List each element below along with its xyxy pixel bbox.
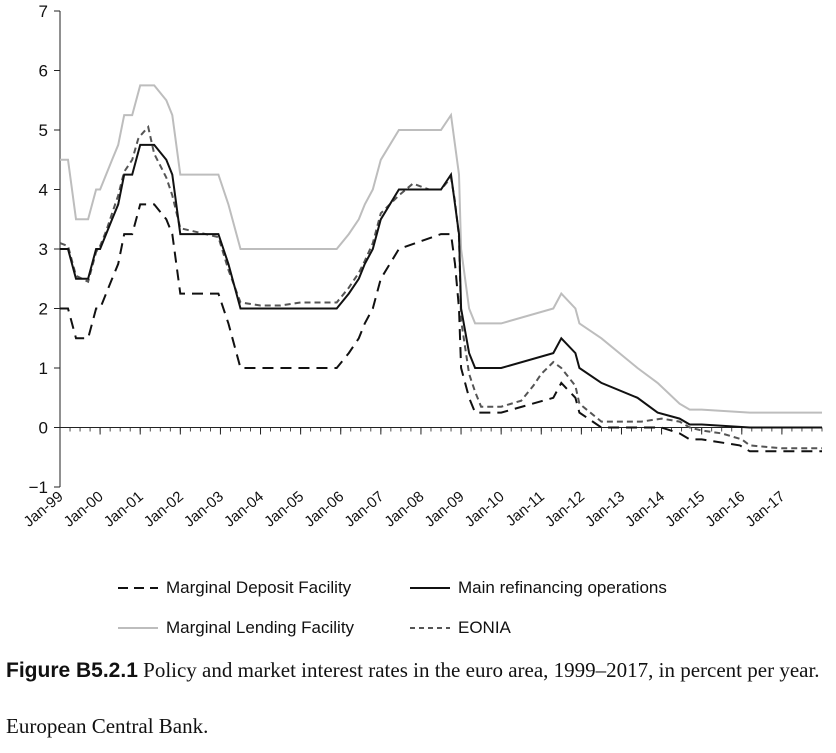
- x-tick-label: Jan-14: [622, 488, 668, 531]
- x-tick-label: Jan-13: [582, 488, 628, 531]
- legend-swatch-mro: [410, 587, 450, 589]
- legend-item-eonia: EONIA: [410, 618, 511, 638]
- line-chart: −101234567Jan-99Jan-00Jan-01Jan-02Jan-03…: [21, 2, 823, 531]
- y-tick-label: 5: [39, 121, 48, 140]
- legend-item-lending: Marginal Lending Facility: [118, 618, 354, 638]
- y-tick-label: 1: [39, 359, 48, 378]
- x-tick-label: Jan-12: [542, 488, 588, 531]
- figure-source: European Central Bank.: [6, 714, 209, 738]
- x-tick-label: Jan-09: [422, 488, 468, 531]
- x-tick-label: Jan-11: [503, 488, 548, 530]
- series-line-main-refinancing-operations: [60, 143, 822, 429]
- x-tick-label: Jan-04: [221, 488, 267, 531]
- x-tick-label: Jan-16: [702, 488, 748, 531]
- x-tick-label: Jan-15: [662, 488, 708, 531]
- series-line-eonia: [59, 124, 822, 450]
- legend-swatch-deposit: [118, 587, 158, 589]
- figure-caption-text: Policy and market interest rates in the …: [143, 658, 820, 682]
- legend-label-lending: Marginal Lending Facility: [166, 618, 355, 637]
- y-tick-label: 7: [39, 2, 48, 21]
- y-tick-label: 2: [39, 300, 48, 319]
- legend-item-deposit: Marginal Deposit Facility: [118, 578, 351, 598]
- y-tick-label: −1: [29, 478, 48, 497]
- legend-label-deposit: Marginal Deposit Facility: [166, 578, 352, 597]
- y-tick-label: 6: [39, 62, 48, 81]
- chart-legend: Marginal Deposit Facility Main refinanci…: [118, 578, 738, 648]
- series-line-marginal-lending-facility: [60, 84, 822, 414]
- series-line-marginal-deposit-facility: [60, 203, 822, 453]
- x-tick-label: Jan-03: [181, 488, 227, 531]
- chart-series: [59, 84, 822, 453]
- y-tick-label: 4: [39, 181, 48, 200]
- y-tick-label: 0: [39, 419, 48, 438]
- x-tick-label: Jan-06: [301, 488, 347, 531]
- x-tick-label: Jan-02: [141, 488, 187, 531]
- figure-caption: Figure B5.2.1 Policy and market interest…: [6, 656, 832, 685]
- x-tick-label: Jan-08: [381, 488, 427, 531]
- x-tick-label: Jan-17: [742, 488, 788, 531]
- chart-axes: −101234567Jan-99Jan-00Jan-01Jan-02Jan-03…: [21, 2, 823, 531]
- x-tick-label: Jan-10: [462, 488, 508, 531]
- figure-label: Figure B5.2.1: [6, 659, 138, 682]
- x-tick-label: Jan-00: [61, 488, 107, 531]
- legend-label-eonia: EONIA: [458, 618, 511, 637]
- y-tick-label: 3: [39, 240, 48, 259]
- legend-swatch-eonia: [410, 627, 450, 629]
- legend-swatch-lending: [118, 627, 158, 629]
- legend-item-mro: Main refinancing operations: [410, 578, 667, 598]
- legend-label-mro: Main refinancing operations: [458, 578, 667, 597]
- x-tick-label: Jan-01: [101, 488, 147, 531]
- x-tick-label: Jan-05: [261, 488, 307, 531]
- x-tick-label: Jan-07: [341, 488, 387, 531]
